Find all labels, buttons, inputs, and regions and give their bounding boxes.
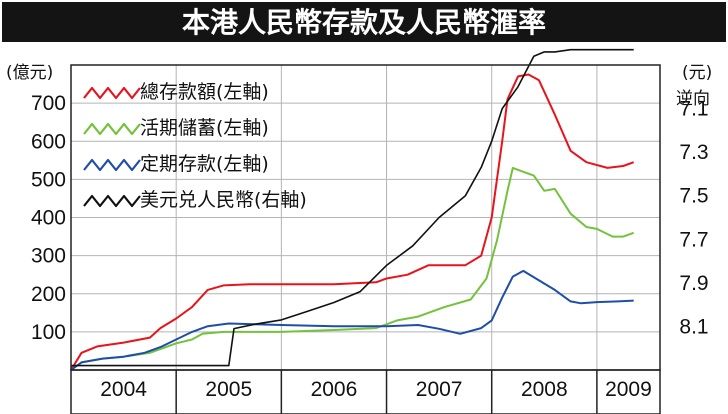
left-tick-label: 600 (31, 130, 66, 153)
legend-label: 定期存款(左軸) (140, 153, 269, 175)
legend-label: 美元兑人民幣(右軸) (140, 189, 307, 211)
left-tick-label: 200 (31, 283, 66, 306)
left-tick-label: 400 (31, 207, 66, 230)
x-tick-label: 2004 (100, 378, 147, 401)
right-axis-ticks: 7.1 7.3 7.5 7.7 7.9 8.1 (679, 98, 708, 339)
series-line-0 (70, 73, 635, 371)
x-tick-label: 2005 (205, 378, 252, 401)
legend-label: 總存款額(左軸) (140, 81, 269, 103)
series-line-2 (70, 269, 634, 371)
right-tick-label: 7.5 (679, 185, 708, 208)
right-axis-unit: (元) (682, 63, 712, 83)
right-tick-label: 7.1 (679, 98, 708, 121)
x-tick-label: 2006 (311, 378, 358, 401)
right-tick-label: 8.1 (679, 315, 708, 338)
x-tick-label: 2009 (605, 378, 652, 401)
right-tick-label: 7.3 (679, 141, 708, 164)
legend-swatch (83, 194, 141, 208)
x-axis-labels: 2004 2005 2006 2007 2008 2009 (100, 370, 652, 414)
legend-label: 活期儲蓄(左軸) (140, 117, 269, 139)
right-axis-direction-label: 逆向 (676, 89, 710, 109)
right-tick-label: 7.9 (679, 272, 708, 295)
left-tick-label: 700 (31, 92, 66, 115)
left-tick-label: 500 (31, 168, 66, 191)
x-tick-label: 2008 (521, 378, 568, 401)
right-tick-label: 7.7 (679, 228, 708, 251)
left-tick-label: 300 (31, 245, 66, 268)
series-lines (70, 48, 635, 371)
series-line-1 (70, 166, 635, 371)
left-tick-label: 100 (31, 321, 66, 344)
series-line-3 (71, 48, 634, 367)
legend-swatch (83, 122, 141, 136)
chart-title: 本港人民幣存款及人民幣滙率 (182, 6, 546, 39)
legend-swatch (83, 86, 141, 100)
x-tick-label: 2007 (416, 378, 463, 401)
legend-swatch (83, 158, 141, 172)
legend: 總存款額(左軸) 活期儲蓄(左軸) 定期存款(左軸) 美元兑人民幣(右軸) (83, 81, 307, 211)
x-axis-band (70, 369, 661, 414)
left-axis-unit: (億元) (6, 63, 53, 83)
title-bar (2, 2, 726, 42)
left-axis-ticks: 100 200 300 400 500 600 700 (31, 92, 66, 344)
